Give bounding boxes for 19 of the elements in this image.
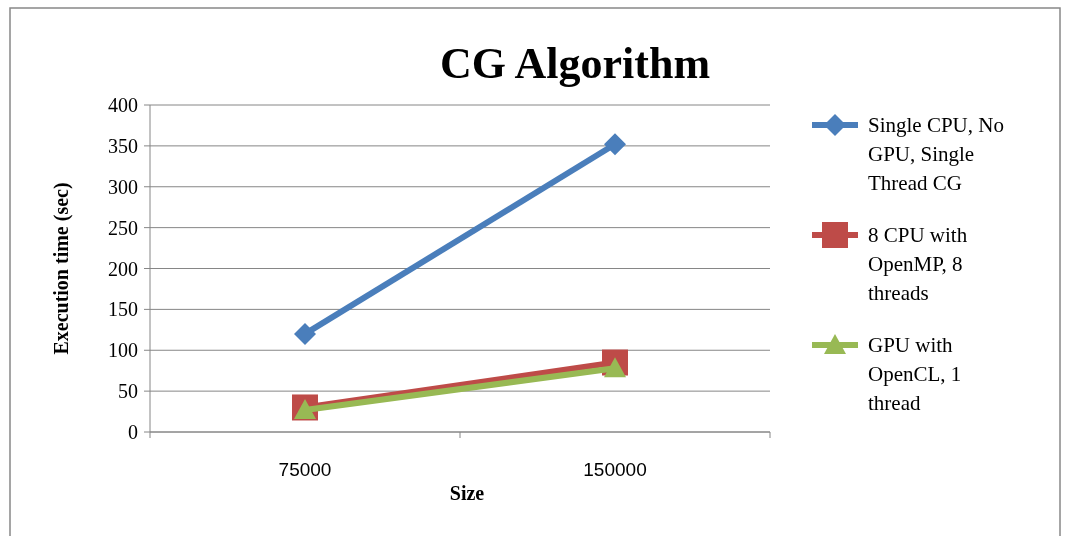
legend-label: 8 CPU with OpenMP, 8 threads [868, 223, 968, 305]
y-tick-label: 50 [118, 380, 138, 403]
y-tick-label: 150 [108, 298, 138, 321]
y-tick-label: 200 [108, 257, 138, 280]
point [604, 133, 626, 156]
point [294, 322, 316, 345]
y-tick-label: 400 [108, 94, 138, 116]
legend-label: Single CPU, No GPU, Single Thread CG [868, 113, 1004, 195]
y-tick-label: 350 [108, 134, 138, 157]
x-tick-label: 75000 [278, 459, 332, 480]
y-tick-label: 250 [108, 216, 138, 239]
y-tick-label: 100 [108, 339, 138, 362]
legend-label: GPU with OpenCL, 1 thread [868, 333, 962, 415]
chart-title: CG Algorithm [439, 39, 711, 88]
y-tick-label: 0 [128, 421, 138, 443]
x-tick-label: 150000 [583, 459, 647, 480]
y-tick-label: 300 [108, 175, 138, 198]
y-axis-title: Execution time (sec) [50, 182, 73, 355]
x-axis-title: Size [449, 482, 485, 504]
